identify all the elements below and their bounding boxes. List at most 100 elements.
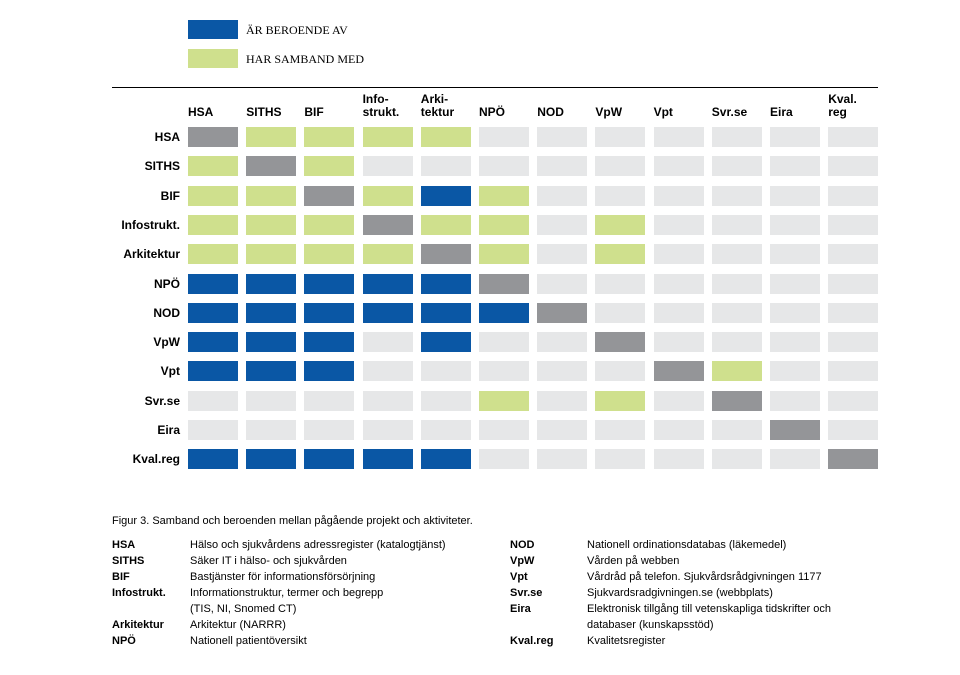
column-header: Kval. reg	[828, 92, 857, 119]
glossary-abbr: Svr.se	[510, 587, 543, 599]
matrix-cell	[595, 185, 646, 206]
matrix-cell	[246, 156, 297, 177]
glossary-desc: Hälso och sjukvårdens adressregister (ka…	[190, 539, 446, 551]
matrix-cell	[828, 127, 879, 147]
glossary-desc: Nationell ordinationsdatabas (läkemedel)	[587, 539, 787, 551]
matrix-cell	[246, 185, 297, 206]
matrix-cell	[188, 244, 238, 265]
matrix-cell	[828, 214, 879, 235]
matrix-cell	[828, 449, 879, 470]
matrix-cell	[770, 302, 820, 323]
matrix-cell	[595, 273, 646, 294]
matrix-cell	[537, 127, 588, 147]
matrix-cell	[537, 273, 588, 294]
glossary-abbr: SITHS	[112, 555, 145, 567]
matrix-cell	[420, 185, 471, 206]
matrix-cell	[479, 332, 529, 353]
matrix-cell	[420, 420, 471, 440]
column-header: NOD	[537, 105, 564, 119]
column-header: Arki- tektur	[420, 92, 455, 119]
glossary-desc: Vårdråd på telefon. Sjukvårdsrådgivninge…	[587, 571, 822, 583]
matrix-cell	[653, 273, 704, 294]
matrix-cell	[653, 332, 704, 353]
glossary-abbr: NOD	[510, 539, 535, 551]
glossary-desc: Säker IT i hälso- och sjukvården	[190, 555, 347, 567]
matrix-cell	[362, 302, 413, 323]
matrix-cell	[828, 390, 879, 411]
matrix-cell	[420, 244, 471, 265]
matrix-cell	[246, 332, 297, 353]
matrix-cell	[304, 390, 355, 411]
matrix-cell	[304, 244, 355, 265]
matrix-cell	[770, 449, 820, 470]
column-header: SITHS	[246, 105, 282, 119]
matrix-cell	[420, 156, 471, 177]
matrix-cell	[188, 361, 238, 382]
matrix-cell	[653, 185, 704, 206]
matrix-cell	[711, 273, 762, 294]
matrix-cell	[595, 361, 646, 382]
matrix-cell	[304, 302, 355, 323]
matrix-cell	[537, 390, 588, 411]
matrix-cell	[537, 449, 588, 470]
glossary-abbr: Eira	[510, 603, 531, 615]
matrix-cell	[537, 302, 588, 323]
row-header: BIF	[160, 188, 180, 203]
matrix-cell	[595, 302, 646, 323]
matrix-cell	[188, 449, 238, 470]
glossary-abbr: VpW	[510, 555, 535, 567]
legend-swatch-related	[188, 49, 238, 68]
row-header: VpW	[153, 335, 180, 350]
matrix-cell	[537, 361, 588, 382]
matrix-cell	[711, 127, 762, 147]
matrix-cell	[479, 127, 529, 147]
matrix-cell	[304, 420, 355, 440]
matrix-cell	[246, 214, 297, 235]
matrix-cell	[304, 361, 355, 382]
matrix-cell	[246, 302, 297, 323]
matrix-cell	[479, 302, 529, 323]
column-header: Svr.se	[711, 105, 748, 119]
matrix-cell	[770, 244, 820, 265]
column-header: VpW	[595, 105, 623, 119]
matrix-cell	[188, 185, 238, 206]
matrix-cell	[479, 390, 529, 411]
matrix-cell	[828, 302, 879, 323]
matrix-cell	[304, 185, 355, 206]
matrix-cell	[537, 244, 588, 265]
column-header: NPÖ	[479, 105, 506, 119]
matrix-cell	[479, 185, 529, 206]
matrix-cell	[711, 302, 762, 323]
matrix-cell	[711, 185, 762, 206]
matrix-cell	[246, 361, 297, 382]
matrix-cell	[828, 156, 879, 177]
matrix-cell	[537, 214, 588, 235]
row-header: Svr.se	[144, 393, 180, 408]
matrix-cell	[362, 127, 413, 147]
matrix-cell	[770, 332, 820, 353]
matrix-cell	[770, 185, 820, 206]
column-header: Vpt	[653, 105, 673, 119]
matrix-cell	[304, 332, 355, 353]
matrix-cell	[304, 127, 355, 147]
glossary-abbr: Arkitektur	[112, 619, 164, 631]
row-header: Eira	[157, 423, 180, 437]
matrix-cell	[479, 214, 529, 235]
matrix-cell	[246, 127, 297, 147]
matrix-cell	[537, 332, 588, 353]
glossary-desc: Nationell patientöversikt	[190, 635, 307, 647]
matrix-cell	[246, 273, 297, 294]
row-header: Arkitektur	[123, 247, 180, 262]
glossary-desc: Vården på webben	[587, 555, 680, 567]
matrix-cell	[420, 302, 471, 323]
matrix-cell	[420, 361, 471, 382]
matrix-cell	[653, 214, 704, 235]
matrix-cell	[595, 390, 646, 411]
matrix-cell	[828, 332, 879, 353]
matrix-cell	[828, 420, 879, 440]
matrix-cell	[479, 273, 529, 294]
matrix-cell	[188, 127, 238, 147]
glossary-desc: Arkitektur (NARRR)	[190, 619, 286, 631]
matrix-cell	[770, 361, 820, 382]
row-header: NPÖ	[153, 276, 180, 291]
